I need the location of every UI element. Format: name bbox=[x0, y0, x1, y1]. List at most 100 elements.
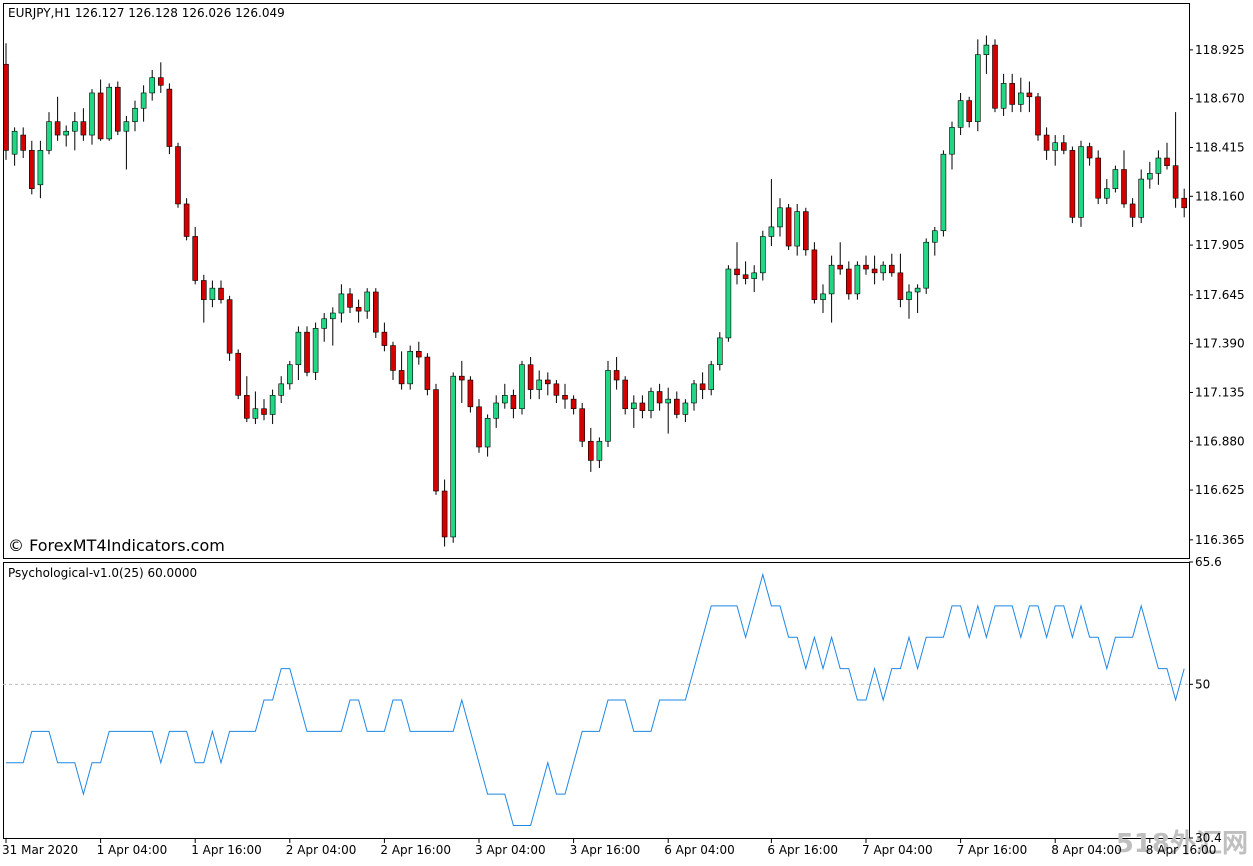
candle-body bbox=[562, 395, 568, 400]
candle-body bbox=[716, 337, 723, 366]
y-tick-label: 30.4 bbox=[1195, 831, 1222, 845]
candle-body bbox=[519, 364, 525, 410]
candle-body bbox=[1035, 96, 1041, 136]
candle-body bbox=[458, 375, 465, 381]
candle-body bbox=[527, 364, 534, 390]
candle-body bbox=[725, 268, 732, 339]
candle-body bbox=[476, 406, 482, 448]
candle-body bbox=[347, 293, 353, 308]
candle-body bbox=[407, 351, 414, 385]
candle-body bbox=[46, 121, 52, 151]
candle-body bbox=[605, 370, 611, 442]
candle-body bbox=[682, 402, 689, 415]
x-tick-label: 6 Apr 04:00 bbox=[664, 843, 735, 857]
candle-body bbox=[734, 268, 740, 276]
candle-body bbox=[355, 306, 362, 312]
y-tick-label: 50 bbox=[1195, 677, 1210, 691]
y-tick-label: 118.160 bbox=[1195, 189, 1245, 203]
candle-body bbox=[364, 291, 371, 312]
indicator-panel bbox=[3, 562, 1190, 839]
candle-body bbox=[656, 391, 663, 404]
candle-body bbox=[544, 379, 551, 385]
candle-body bbox=[1112, 169, 1119, 189]
candle-body bbox=[97, 92, 104, 140]
candle-body bbox=[940, 153, 947, 232]
candle-body bbox=[218, 287, 224, 300]
x-tick-label: 3 Apr 04:00 bbox=[475, 843, 546, 857]
candle-body bbox=[673, 398, 680, 415]
candle-body bbox=[312, 328, 319, 373]
indicator-header: Psychological-v1.0(25) 60.0000 bbox=[8, 566, 197, 580]
y-tick-label: 116.880 bbox=[1195, 434, 1245, 448]
candle-body bbox=[1086, 146, 1093, 159]
candle-body bbox=[665, 398, 672, 404]
candle-body bbox=[123, 121, 130, 132]
candle-body bbox=[1172, 165, 1179, 199]
candle-body bbox=[390, 345, 396, 371]
candle-body bbox=[1104, 188, 1110, 199]
candle-body bbox=[992, 44, 998, 109]
candle-body bbox=[261, 408, 267, 415]
candle-body bbox=[1017, 92, 1024, 105]
candle-body bbox=[906, 291, 912, 300]
candle-body bbox=[467, 379, 474, 408]
x-tick-label: 1 Apr 04:00 bbox=[97, 843, 168, 857]
y-tick-label: 118.925 bbox=[1195, 43, 1245, 57]
candle-body bbox=[501, 395, 508, 404]
candle-body bbox=[209, 287, 216, 300]
indicator-line bbox=[6, 572, 1185, 826]
x-tick-label: 8 Apr 16:00 bbox=[1146, 843, 1217, 857]
candle-body bbox=[63, 130, 70, 136]
candle-body bbox=[863, 264, 869, 270]
candle-body bbox=[149, 77, 155, 94]
candle-body bbox=[3, 63, 9, 151]
candle-body bbox=[759, 236, 766, 274]
candle-body bbox=[845, 268, 852, 295]
candle-body bbox=[811, 249, 818, 300]
y-tick-label: 116.625 bbox=[1195, 483, 1245, 497]
candle-body bbox=[415, 351, 422, 358]
candle-body bbox=[802, 211, 809, 251]
candle-body bbox=[252, 408, 259, 419]
candle-body bbox=[493, 402, 500, 419]
candle-body bbox=[630, 402, 637, 410]
x-tick-label: 7 Apr 16:00 bbox=[957, 843, 1028, 857]
y-tick-label: 118.670 bbox=[1195, 92, 1245, 106]
candle-body bbox=[1078, 146, 1084, 218]
candle-body bbox=[398, 370, 405, 385]
x-tick-label: 2 Apr 04:00 bbox=[286, 843, 357, 857]
candle-body bbox=[192, 236, 198, 281]
candle-body bbox=[183, 203, 190, 237]
candle-body bbox=[235, 352, 241, 396]
candle-body bbox=[1000, 83, 1007, 109]
candle-body bbox=[244, 395, 250, 419]
candle-body bbox=[132, 107, 138, 122]
candle-body bbox=[1147, 173, 1153, 180]
candle-body bbox=[974, 54, 981, 122]
candle-body bbox=[372, 291, 379, 333]
candle-body bbox=[794, 211, 801, 247]
candle-body bbox=[106, 86, 112, 140]
candle-body bbox=[304, 331, 310, 373]
candle-body bbox=[871, 268, 878, 274]
candle-body bbox=[329, 312, 336, 320]
y-tick-label: 118.415 bbox=[1195, 140, 1245, 154]
candle-body bbox=[536, 379, 543, 390]
candle-body bbox=[424, 356, 431, 390]
candle-body bbox=[158, 77, 164, 86]
candle-body bbox=[28, 150, 35, 189]
candle-body bbox=[820, 293, 826, 300]
y-tick-label: 117.390 bbox=[1195, 337, 1245, 351]
candle-body bbox=[1009, 83, 1016, 105]
watermark: 518外汇网 bbox=[1116, 829, 1248, 859]
candle-body bbox=[286, 364, 293, 385]
x-tick-label: 1 Apr 16:00 bbox=[191, 843, 262, 857]
candle-body bbox=[828, 264, 835, 295]
candle-body bbox=[1181, 197, 1187, 209]
x-tick-label: 3 Apr 16:00 bbox=[570, 843, 641, 857]
candle-body bbox=[295, 331, 302, 366]
candle-body bbox=[140, 92, 147, 109]
candle-body bbox=[201, 280, 207, 300]
candle-body bbox=[166, 88, 173, 147]
